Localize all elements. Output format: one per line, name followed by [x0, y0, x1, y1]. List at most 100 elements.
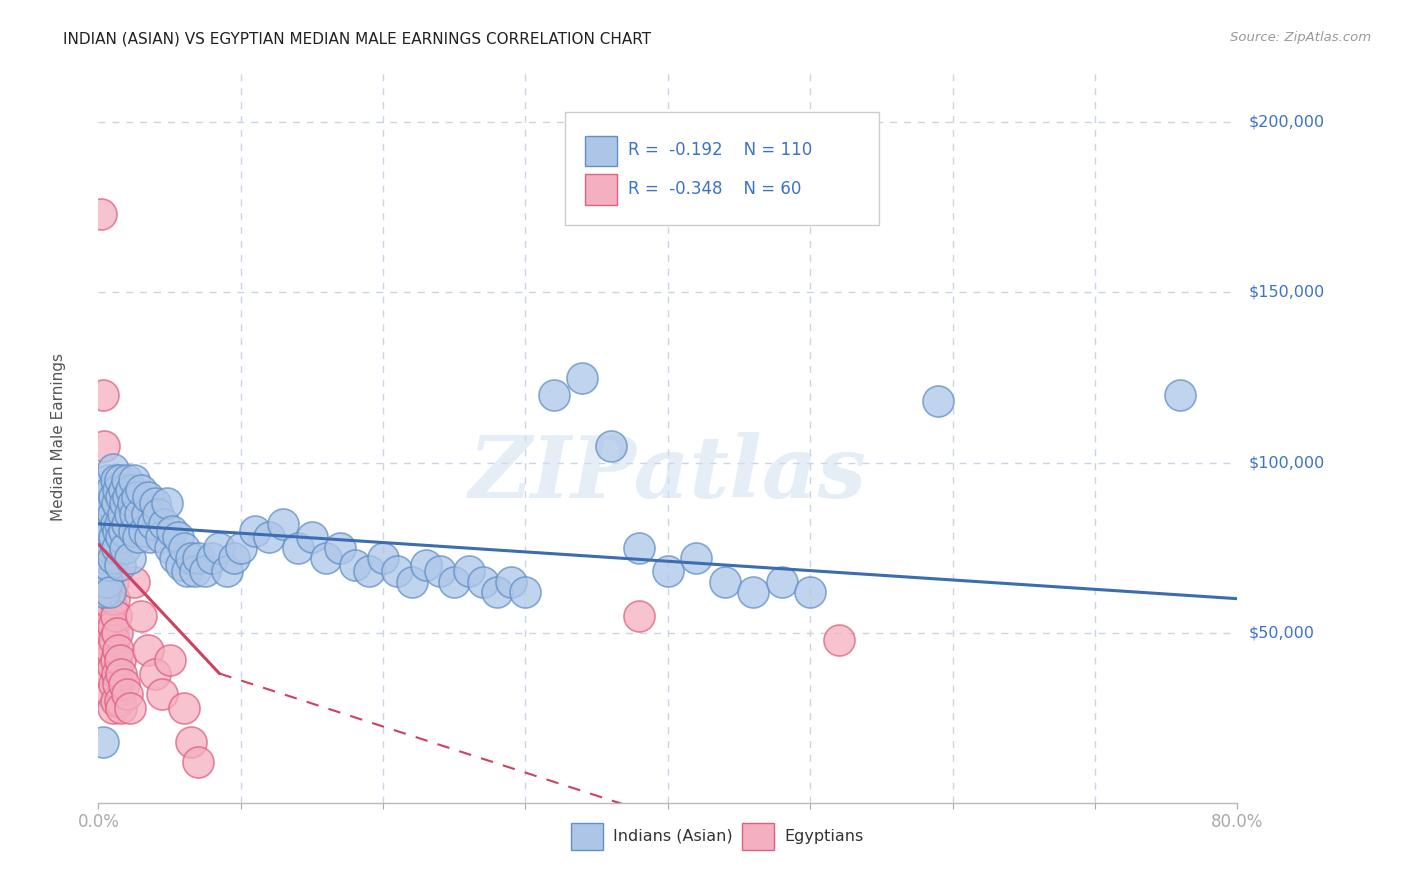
Point [97, 516, 120, 531]
Point [243, 524, 266, 538]
FancyBboxPatch shape [742, 822, 773, 850]
Point [515, 585, 537, 599]
Point [107, 483, 129, 497]
Point [124, 507, 146, 521]
Point [91, 574, 114, 589]
Point [108, 516, 131, 531]
Text: R =  -0.348    N = 60: R = -0.348 N = 60 [628, 180, 801, 198]
Point [94, 490, 117, 504]
Text: ZIPatlas: ZIPatlas [468, 432, 868, 516]
Point [222, 550, 245, 565]
Point [108, 558, 131, 572]
Text: $100,000: $100,000 [1249, 455, 1324, 470]
Point [387, 565, 409, 579]
Point [100, 524, 122, 538]
Point [101, 700, 124, 714]
Point [97, 473, 120, 487]
Point [136, 642, 159, 657]
Point [103, 531, 125, 545]
Point [110, 490, 132, 504]
Point [118, 550, 141, 565]
Point [828, 632, 851, 647]
Point [104, 694, 127, 708]
Point [150, 531, 173, 545]
Point [112, 524, 135, 538]
Text: R =  -0.192    N = 110: R = -0.192 N = 110 [628, 141, 813, 160]
Point [107, 677, 129, 691]
Point [98, 496, 121, 510]
Point [103, 677, 125, 691]
Point [110, 531, 132, 545]
Point [127, 531, 149, 545]
Text: $200,000: $200,000 [1249, 115, 1324, 130]
Point [108, 473, 131, 487]
Point [97, 608, 120, 623]
Point [115, 687, 138, 701]
Point [93, 599, 115, 613]
Text: INDIAN (ASIAN) VS EGYPTIAN MEDIAN MALE EARNINGS CORRELATION CHART: INDIAN (ASIAN) VS EGYPTIAN MEDIAN MALE E… [63, 31, 651, 46]
Point [104, 516, 127, 531]
Point [343, 558, 366, 572]
Point [301, 531, 323, 545]
Point [93, 516, 115, 531]
Point [457, 565, 479, 579]
Point [98, 541, 121, 555]
Point [229, 541, 252, 555]
Point [100, 483, 122, 497]
Point [173, 541, 195, 555]
Point [122, 473, 145, 487]
Point [170, 558, 193, 572]
Point [90, 207, 112, 221]
Point [115, 473, 138, 487]
Point [259, 531, 281, 545]
Text: Source: ZipAtlas.com: Source: ZipAtlas.com [1230, 31, 1371, 45]
Point [799, 585, 821, 599]
Point [152, 687, 174, 701]
Point [96, 531, 118, 545]
Point [1170, 387, 1192, 401]
Point [96, 574, 118, 589]
Point [118, 507, 141, 521]
Point [501, 574, 523, 589]
Point [96, 632, 118, 647]
Point [148, 507, 170, 521]
Point [100, 642, 122, 657]
Point [145, 496, 167, 510]
Point [94, 507, 117, 521]
Point [486, 585, 509, 599]
Point [628, 608, 651, 623]
Point [94, 574, 117, 589]
Point [628, 541, 651, 555]
Point [101, 619, 124, 633]
Point [543, 387, 565, 401]
Point [94, 531, 117, 545]
Point [90, 541, 112, 555]
Point [184, 565, 207, 579]
Point [138, 531, 160, 545]
Point [91, 531, 114, 545]
Point [571, 370, 593, 384]
Point [103, 591, 125, 606]
Point [145, 666, 167, 681]
Point [101, 462, 124, 476]
Point [101, 507, 124, 521]
Point [96, 591, 118, 606]
Point [108, 653, 131, 667]
Point [357, 565, 380, 579]
Point [600, 439, 623, 453]
Point [471, 574, 494, 589]
FancyBboxPatch shape [585, 136, 617, 167]
Point [443, 574, 465, 589]
Point [770, 574, 793, 589]
Point [97, 565, 120, 579]
Point [105, 541, 128, 555]
Point [97, 653, 120, 667]
Point [120, 483, 142, 497]
Point [117, 490, 139, 504]
Point [97, 524, 120, 538]
Point [101, 550, 124, 565]
Point [114, 541, 136, 555]
Point [103, 490, 125, 504]
Point [96, 550, 118, 565]
Point [94, 619, 117, 633]
